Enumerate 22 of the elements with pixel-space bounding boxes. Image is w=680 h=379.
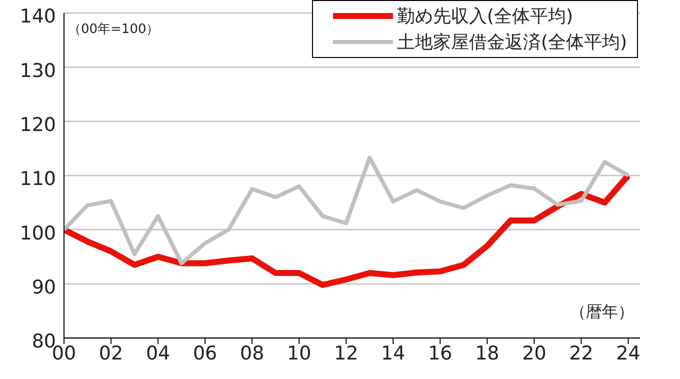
y-tick-label: 100 bbox=[20, 222, 56, 244]
annotation: （00年=100） bbox=[68, 21, 160, 38]
x-tick-label: 14 bbox=[381, 342, 406, 364]
x-tick-label: 02 bbox=[98, 342, 124, 364]
y-tick-label: 130 bbox=[20, 60, 56, 82]
y-tick-label: 120 bbox=[20, 114, 56, 136]
x-tick-label: 24 bbox=[616, 342, 640, 364]
y-tick-label: 140 bbox=[20, 6, 56, 28]
x-tick-label: 20 bbox=[522, 342, 546, 364]
x-tick-label: 04 bbox=[146, 342, 170, 364]
y-tick-label: 110 bbox=[20, 168, 56, 190]
legend-label: 勤め先収入(全体平均) bbox=[396, 5, 573, 28]
x-tick-label: 12 bbox=[334, 342, 358, 364]
x-tick-label: 22 bbox=[569, 342, 594, 364]
x-tick-label: 18 bbox=[475, 342, 500, 364]
legend-label: 土地家屋借金返済(全体平均) bbox=[396, 31, 627, 54]
x-tick-label: 06 bbox=[192, 342, 218, 364]
x-tick-label: 16 bbox=[428, 342, 452, 364]
annotation: （暦年） bbox=[570, 302, 634, 323]
y-tick-label: 90 bbox=[32, 276, 56, 299]
x-tick-label: 10 bbox=[287, 342, 312, 364]
x-tick-label: 08 bbox=[240, 342, 264, 364]
